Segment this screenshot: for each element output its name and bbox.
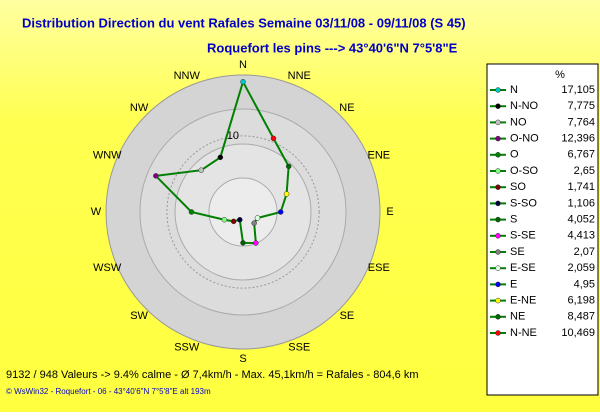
point [251,220,257,226]
value-label: 2,65 [574,165,595,177]
legend-swatch [495,314,501,320]
value-label: 12,396 [561,133,595,145]
value-label: 4,95 [574,278,595,290]
point [221,216,228,223]
footer: 9132 / 948 Valeurs -> 9.4% calme - Ø 7,4… [6,369,418,381]
legend-label: S-SE [510,230,536,242]
legend-box [486,63,599,396]
grid-ring [166,135,320,289]
legend-label: O-SO [510,165,539,177]
axis-label: NE [339,102,354,114]
legend-label: N-NE [510,327,537,339]
legend-label: SO [510,181,526,193]
point [240,79,246,85]
legend-swatch [495,200,501,207]
axis-label: WNW [93,150,122,162]
legend-swatch [495,119,501,126]
legend-label: E-NE [510,295,536,307]
point [240,240,246,246]
axis-label: SW [130,310,148,322]
point [277,209,284,215]
legend-label: NO [510,116,527,128]
legend-swatch [495,135,501,142]
axis-label: E [386,206,393,218]
point [237,217,243,223]
legend-label: O-NO [510,133,539,145]
point [153,173,159,179]
value-label: 4,052 [567,214,595,226]
value-label: 17,105 [561,84,595,96]
legend-label: N-NO [510,100,539,112]
point [253,240,259,246]
legend-label: O [510,149,519,161]
axis-label: SSE [288,342,310,354]
value-label: 2,07 [574,246,595,258]
chart-title: Distribution Direction du vent Rafales S… [22,15,466,30]
axis-label: WSW [93,262,122,274]
legend-swatch [495,103,501,109]
chart-subtitle: Roquefort les pins ---> 43°40'6"N 7°5'8"… [207,40,458,55]
axis-label: ESE [368,262,390,274]
point [285,163,292,170]
value-label: 6,198 [567,295,595,307]
legend-swatch [495,233,501,239]
axis-label: ENE [367,150,390,162]
value-label: 7,775 [567,100,595,112]
legend-swatch [495,216,501,223]
value-label: 6,767 [567,149,595,161]
value-label: 4,413 [567,230,595,242]
legend-label: E-SE [510,262,536,274]
axis-label: SE [340,310,355,322]
value-label: 1,106 [567,197,595,209]
axis-label: NNW [174,70,201,82]
legend-label: N [510,84,518,96]
value-label: 7,764 [567,116,595,128]
point [254,215,261,221]
axis-label: N [239,59,247,71]
axis-label: SSW [174,342,200,354]
legend-swatch [495,152,501,158]
legend-swatch [495,297,501,304]
point [188,209,195,215]
value-label: 8,487 [567,311,595,323]
point [198,167,204,173]
legend-swatch [495,249,501,255]
credit: © WsWin32 - Roquefort - 06 - 43°40'6"N 7… [6,387,211,396]
legend-title: % [555,69,565,81]
value-label: 1,741 [567,181,595,193]
legend-swatch [495,330,501,336]
point [230,218,237,225]
axis-label: W [91,206,102,218]
point [270,135,277,142]
legend-label: E [510,278,517,290]
legend-label: S [510,214,517,226]
point [217,154,224,161]
legend-label: SE [510,246,525,258]
legend-swatch [495,87,501,93]
legend-label: NE [510,311,525,323]
value-label: 10,469 [561,327,595,339]
value-label: 2,059 [567,262,595,274]
legend-swatch [495,281,501,288]
point [283,191,290,197]
legend-label: S-SO [510,197,537,209]
axis-label: NW [130,102,149,114]
legend-swatch [495,265,501,271]
axis-label: NNE [288,70,311,82]
axis-label: S [239,353,246,365]
legend-swatch [495,168,501,174]
legend-swatch [495,184,501,190]
r-tick-label: 10 [227,130,239,142]
